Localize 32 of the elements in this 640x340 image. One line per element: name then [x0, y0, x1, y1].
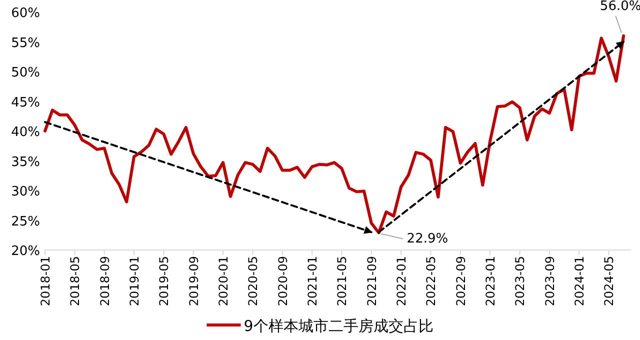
annotation: 22.9%: [406, 232, 448, 247]
x-tick-label: 2018-01: [38, 256, 52, 306]
x-tick-label: 2021-09: [364, 256, 379, 306]
x-tick-label: 2021-05: [335, 256, 350, 306]
y-tick-label: 20%: [11, 244, 40, 259]
x-tick-label: 2020-01: [216, 256, 231, 306]
x-tick-label: 2022-09: [454, 256, 468, 306]
x-tick-label: 2020-09: [276, 256, 290, 306]
x-tick-label: 2022-05: [424, 256, 438, 306]
y-tick-label: 35%: [11, 154, 40, 170]
x-tick-label: 2020-05: [246, 256, 260, 306]
legend-label: 9个样本城市二手房成交占比: [244, 317, 434, 335]
y-tick-label: 40%: [11, 125, 40, 140]
x-tick-label: 2019-01: [128, 256, 142, 306]
y-tick-label: 60%: [11, 6, 40, 21]
x-tick-label: 2023-01: [484, 256, 498, 306]
y-tick-label: 50%: [11, 66, 40, 80]
x-tick-label: 2023-05: [513, 256, 528, 306]
x-tick-label: 2023-09: [542, 256, 557, 306]
y-tick-label: 45%: [11, 95, 40, 110]
y-tick-label: 55%: [11, 36, 40, 51]
x-tick-label: 2022-01: [394, 256, 409, 306]
x-tick-label: 2024-05: [602, 256, 616, 306]
line-series: [44, 34, 626, 234]
x-tick-label: 2021-01: [306, 256, 320, 306]
y-tick-label: 30%: [11, 184, 40, 200]
y-tick-label: 25%: [11, 214, 40, 230]
x-tick-label: 2018-09: [98, 256, 112, 306]
x-tick-label: 2018-05: [68, 256, 82, 306]
x-tick-label: 2024-01: [572, 256, 587, 306]
x-tick-label: 2019-09: [186, 256, 201, 306]
x-tick-label: 2019-05: [157, 256, 172, 306]
